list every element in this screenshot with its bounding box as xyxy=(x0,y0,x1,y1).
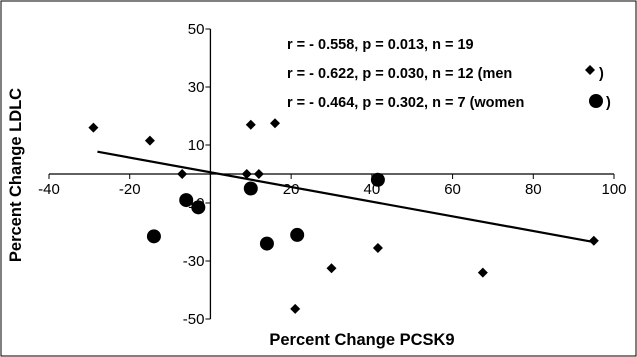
x-tick-label: 80 xyxy=(525,181,542,198)
legend-men-close-paren: ) xyxy=(599,66,604,82)
stat-line-women: r = - 0.464, p = 0.302, n = 7 (women xyxy=(287,95,524,111)
women-circle-point xyxy=(191,200,206,215)
x-tick-label: 60 xyxy=(444,181,461,198)
y-tick-label: 50 xyxy=(188,21,205,38)
y-axis-title: Percent Change LDLC xyxy=(7,88,25,262)
men-diamond-point xyxy=(326,263,337,274)
x-axis-title: Percent Change PCSK9 xyxy=(269,331,454,349)
y-tick-label: -50 xyxy=(183,311,205,328)
men-diamond-point xyxy=(88,122,99,133)
stat-line-men: r = - 0.622, p = 0.030, n = 12 (men xyxy=(287,66,512,82)
men-diamond-point xyxy=(144,135,155,146)
x-tick-label: -40 xyxy=(38,181,60,198)
trendline-group xyxy=(97,150,595,244)
men-diamond-point xyxy=(372,242,383,253)
women-circle-point xyxy=(259,236,274,251)
stat-line-overall: r = - 0.558, p = 0.013, n = 19 xyxy=(287,37,474,53)
men-diamond-point xyxy=(245,119,256,130)
women-circle-point xyxy=(290,227,305,242)
men-diamond-point xyxy=(177,169,188,179)
women-circle-point xyxy=(146,229,161,244)
men-diamond-point xyxy=(290,303,301,314)
x-tick-label: 100 xyxy=(601,181,626,198)
women-circle-point xyxy=(243,181,258,196)
women-circle-point xyxy=(179,193,194,208)
y-tick-label: 30 xyxy=(188,79,205,96)
men-diamond-point xyxy=(270,118,280,129)
x-tick-label: -20 xyxy=(119,181,141,198)
legend-diamond-icon xyxy=(585,65,595,75)
men-diamond-point xyxy=(253,169,264,179)
data-points xyxy=(88,118,599,314)
y-tick-label: 10 xyxy=(188,137,205,154)
y-tick-label: -30 xyxy=(183,253,205,270)
legend-circle-icon xyxy=(589,94,603,108)
x-tick-label: 20 xyxy=(283,181,300,198)
legend-women-close-paren: ) xyxy=(606,95,611,111)
men-diamond-point xyxy=(477,267,488,278)
men-diamond-point xyxy=(588,235,599,246)
trendline xyxy=(97,150,595,244)
women-circle-point xyxy=(370,172,385,187)
men-diamond-point xyxy=(241,169,252,179)
